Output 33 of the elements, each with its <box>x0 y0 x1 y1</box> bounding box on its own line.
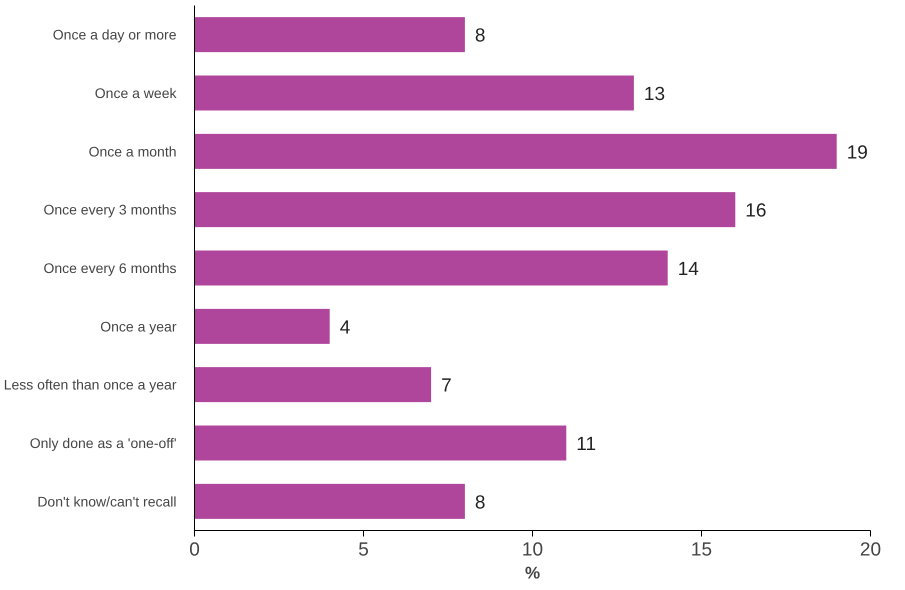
y-tick-label: Only done as a 'one-off' <box>30 435 177 451</box>
x-tick-label: 0 <box>189 540 200 560</box>
y-tick-label: Once a year <box>100 318 177 334</box>
y-tick-label: Once every 6 months <box>43 260 176 276</box>
x-tick-label: 20 <box>860 540 882 560</box>
x-axis-title: % <box>524 564 540 582</box>
bar <box>194 426 566 460</box>
data-label: 14 <box>678 259 700 280</box>
bar <box>194 250 668 286</box>
bar <box>194 192 736 228</box>
data-label: 7 <box>441 376 452 397</box>
bar <box>194 134 837 169</box>
data-label: 11 <box>576 434 596 455</box>
y-tick-label: Don't know/can't recall <box>37 493 176 510</box>
x-tick-label: 5 <box>358 540 369 560</box>
y-tick-label: Less often than once a year <box>4 376 177 393</box>
data-label: 8 <box>474 492 486 514</box>
y-tick-label: Once a day or more <box>52 26 177 43</box>
bar <box>194 484 465 519</box>
data-label: 4 <box>340 317 351 338</box>
bar <box>194 308 330 344</box>
y-tick-label: Once every 3 months <box>43 202 176 218</box>
data-label: 19 <box>846 142 868 164</box>
bar <box>194 76 634 110</box>
bar <box>194 17 465 52</box>
data-label: 16 <box>745 200 766 222</box>
bar <box>194 367 432 402</box>
y-tick-label: Once a week <box>94 85 178 101</box>
y-tick-label: Once a month <box>88 143 176 160</box>
data-label: 13 <box>644 84 666 105</box>
x-tick-label: 10 <box>522 540 544 560</box>
x-tick-label: 15 <box>690 540 712 560</box>
data-label: 8 <box>474 26 486 47</box>
